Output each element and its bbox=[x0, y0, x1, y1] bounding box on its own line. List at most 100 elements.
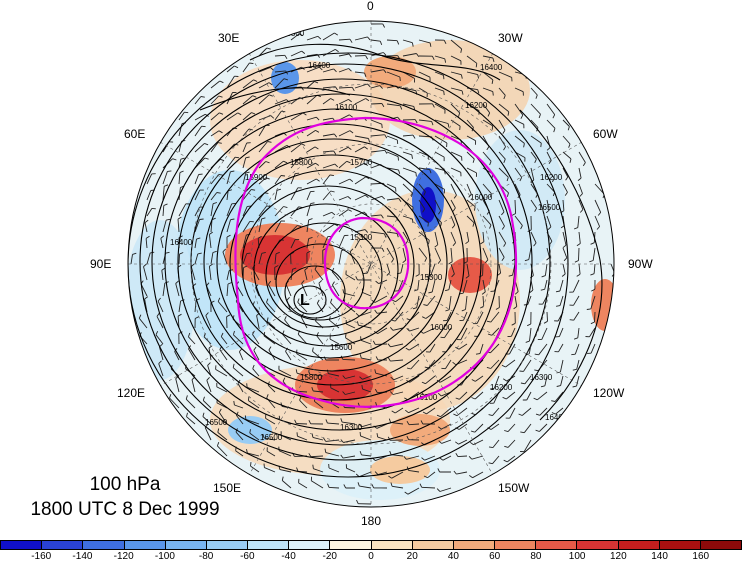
lon-label-90w: 90W bbox=[628, 257, 653, 271]
colorbar-tick-label: 20 bbox=[407, 551, 418, 562]
wind-barb-feather bbox=[281, 176, 285, 177]
wind-barb-feather bbox=[202, 126, 206, 127]
colorbar-swatch bbox=[83, 541, 124, 549]
contour-label: 16100 bbox=[415, 393, 438, 402]
colorbar-swatch bbox=[701, 541, 741, 549]
colorbar-swatch bbox=[1, 541, 42, 549]
lon-label-30w: 30W bbox=[498, 31, 523, 45]
wind-barb-feather bbox=[249, 63, 253, 64]
colorbar-tick-label: 40 bbox=[448, 551, 459, 562]
colorbar-tick-label: -20 bbox=[323, 551, 337, 562]
colorbar-tick-label: -100 bbox=[155, 551, 175, 562]
wind-barb-feather bbox=[184, 112, 188, 113]
wind-barb-feather bbox=[313, 465, 314, 469]
wind-barb-feather bbox=[200, 219, 204, 220]
colorbar-tick-label: -140 bbox=[72, 551, 92, 562]
colorbar-swatch bbox=[372, 541, 413, 549]
wind-barb bbox=[458, 456, 467, 457]
colorbar bbox=[0, 540, 742, 550]
colorbar-tick-label: 80 bbox=[530, 551, 541, 562]
colorbar-swatch bbox=[289, 541, 330, 549]
contour-label: 15800 bbox=[290, 158, 313, 167]
wind-barb-feather bbox=[245, 415, 246, 419]
contour-label: 15300 bbox=[420, 273, 443, 282]
wind-barb-feather bbox=[570, 320, 574, 321]
contour-label: 16200 bbox=[540, 173, 563, 182]
low-center-marker: L bbox=[300, 292, 310, 309]
contour-label: 16200 bbox=[490, 383, 513, 392]
contour-label: 16000 bbox=[430, 323, 453, 332]
wind-barb-feather bbox=[541, 143, 542, 147]
wind-barb bbox=[343, 359, 355, 360]
wind-barb bbox=[296, 424, 307, 425]
colorbar-tick-label: -160 bbox=[31, 551, 51, 562]
contour-label: 16300 bbox=[530, 373, 553, 382]
contour-label: 16200 bbox=[465, 101, 488, 110]
colorbar-swatch bbox=[577, 541, 618, 549]
wind-barb bbox=[371, 104, 382, 105]
colorbar-tick-label: -40 bbox=[281, 551, 295, 562]
lon-label-60w: 60W bbox=[593, 127, 618, 141]
pressure-level-caption: 100 hPa bbox=[0, 474, 255, 496]
colorbar-swatch bbox=[42, 541, 83, 549]
contour-label: 15600 bbox=[330, 343, 353, 352]
wind-barb bbox=[345, 408, 356, 409]
colorbar-tick-label: 0 bbox=[368, 551, 374, 562]
colorbar-tick-label: -60 bbox=[240, 551, 254, 562]
wind-barb-feather bbox=[493, 92, 494, 96]
wind-barb-feather bbox=[167, 171, 171, 172]
wind-barb-feather bbox=[362, 385, 363, 389]
wind-barb-feather bbox=[234, 401, 235, 405]
contour-label: 16300 bbox=[340, 423, 363, 432]
colorbar-swatch bbox=[413, 541, 454, 549]
wind-barb-feather bbox=[441, 337, 445, 338]
contour-label: 16500 bbox=[205, 418, 228, 427]
colorbar-swatch bbox=[330, 541, 371, 549]
wind-barb-feather bbox=[587, 309, 591, 310]
contour-label: 15300 bbox=[350, 233, 373, 242]
contour-label: 16000 bbox=[470, 193, 493, 202]
wind-barb-feather bbox=[571, 354, 575, 355]
wind-barb-feather bbox=[476, 354, 480, 355]
valid-time-caption: 1800 UTC 8 Dec 1999 bbox=[0, 499, 255, 521]
contour-label: 16100 bbox=[335, 103, 358, 112]
wind-barb bbox=[329, 487, 339, 488]
lon-label-120w: 120W bbox=[593, 386, 624, 400]
colorbar-swatch bbox=[454, 541, 495, 549]
colorbar-tick-label: 100 bbox=[569, 551, 586, 562]
contour-label: 16500 bbox=[260, 433, 283, 442]
colorbar-swatch bbox=[660, 541, 701, 549]
lon-label-30e: 30E bbox=[218, 31, 239, 45]
lon-label-180: 180 bbox=[361, 514, 381, 528]
wind-barb-feather bbox=[248, 397, 249, 401]
wind-barb-feather bbox=[251, 462, 252, 466]
colorbar-tick-label: 160 bbox=[692, 551, 709, 562]
lon-label-120e: 120E bbox=[117, 386, 145, 400]
colorbar-swatch bbox=[125, 541, 166, 549]
wind-barb bbox=[179, 254, 180, 264]
wind-barb-feather bbox=[476, 63, 477, 67]
colorbar-swatch bbox=[619, 541, 660, 549]
colorbar-tick-label: 140 bbox=[651, 551, 668, 562]
wind-barb-feather bbox=[247, 253, 251, 254]
colorbar-tick-label: -120 bbox=[114, 551, 134, 562]
colorbar-tick-label: 60 bbox=[489, 551, 500, 562]
wind-barb-feather bbox=[444, 91, 445, 95]
colorbar-swatch bbox=[495, 541, 536, 549]
lon-label-60e: 60E bbox=[124, 127, 145, 141]
contour-label: 15700 bbox=[350, 158, 373, 167]
lon-label-150w: 150W bbox=[498, 481, 529, 495]
colorbar-swatch bbox=[166, 541, 207, 549]
contour-label: 16400 bbox=[170, 238, 193, 247]
colorbar-tick-label: 120 bbox=[610, 551, 627, 562]
contour-label: 16400 bbox=[480, 63, 503, 72]
wind-barb bbox=[515, 200, 516, 214]
colorbar-tick-label: -80 bbox=[199, 551, 213, 562]
wind-barb bbox=[595, 312, 596, 322]
contour-label: 16500 bbox=[538, 203, 561, 212]
colorbar-swatch bbox=[248, 541, 289, 549]
wind-barb-feather bbox=[235, 157, 239, 158]
contour-label: 16400 bbox=[308, 61, 331, 70]
wind-barb-feather bbox=[281, 111, 285, 112]
lon-label-0: 0 bbox=[367, 0, 374, 13]
